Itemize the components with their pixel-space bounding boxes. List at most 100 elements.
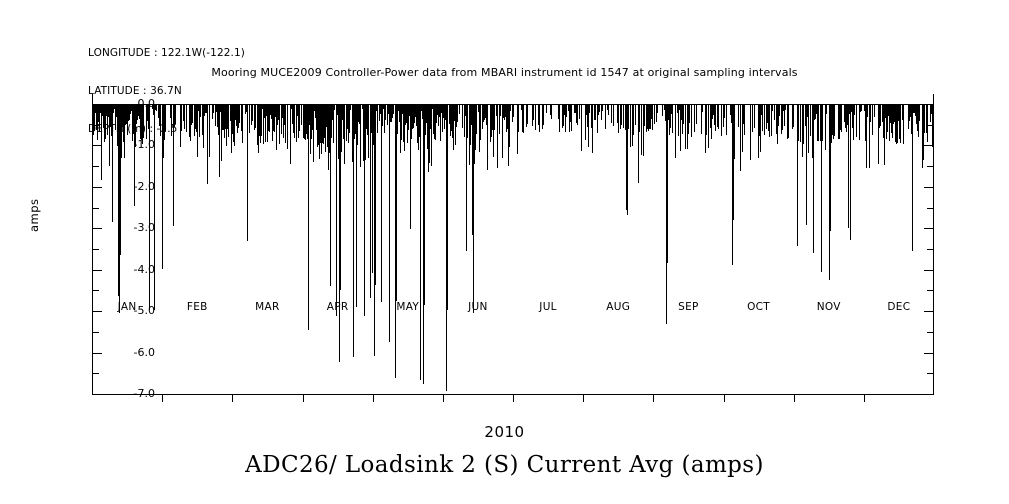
data-spike: [787, 104, 788, 139]
data-spike: [706, 104, 707, 135]
data-spike: [870, 104, 871, 122]
data-spike: [432, 104, 433, 109]
data-spike: [451, 104, 452, 131]
data-spike: [159, 104, 160, 126]
data-spike: [135, 104, 136, 147]
data-spike: [202, 104, 203, 135]
data-spike: [569, 104, 570, 132]
data-spike: [817, 104, 818, 141]
data-spike: [291, 104, 292, 109]
data-spike: [97, 104, 98, 140]
data-spike: [164, 104, 165, 140]
data-spike: [761, 104, 762, 115]
data-spike: [287, 104, 288, 149]
data-spike: [680, 104, 681, 151]
data-spike: [710, 104, 711, 128]
data-spike: [807, 104, 808, 117]
data-spike: [834, 104, 835, 136]
x-tick-label-mar: MAR: [255, 301, 280, 313]
data-spike: [377, 104, 378, 133]
data-spike: [237, 104, 238, 133]
data-spike: [867, 104, 868, 117]
data-spike: [183, 104, 184, 121]
data-spike: [242, 104, 243, 143]
data-spike: [894, 104, 895, 122]
y-tick-label: -3.0: [133, 221, 155, 234]
data-spike: [260, 104, 261, 143]
data-spike: [822, 104, 823, 141]
data-spike: [171, 104, 172, 136]
data-spike: [788, 104, 789, 138]
data-spike: [783, 104, 784, 111]
data-spike: [852, 104, 853, 128]
data-spike: [391, 104, 392, 122]
x-tick-label-feb: FEB: [186, 301, 208, 313]
data-spike: [890, 104, 891, 123]
data-spike: [626, 104, 627, 210]
y-tick-major: [924, 228, 933, 229]
data-spike: [869, 104, 870, 168]
data-spike: [375, 104, 376, 285]
data-spike: [638, 104, 639, 183]
data-spike: [793, 104, 794, 127]
data-spike: [149, 104, 150, 310]
data-spike: [688, 104, 689, 134]
data-spike: [922, 104, 923, 168]
data-spike: [218, 104, 219, 135]
data-spike: [303, 104, 304, 138]
data-spike: [713, 104, 714, 115]
data-spike: [602, 104, 603, 111]
y-tick-major: [924, 311, 933, 312]
data-spike: [913, 104, 914, 113]
x-tick: [724, 395, 725, 402]
data-spike: [911, 104, 912, 134]
data-spike: [261, 104, 262, 136]
data-spike: [101, 104, 102, 180]
data-spike: [644, 104, 645, 126]
data-spike: [353, 104, 354, 357]
data-spike: [348, 104, 349, 143]
data-spike: [108, 104, 109, 117]
data-spike: [559, 104, 560, 132]
data-spike: [643, 104, 644, 156]
data-spike: [315, 104, 316, 118]
data-spike: [910, 104, 911, 117]
data-spike: [358, 104, 359, 122]
data-spike: [566, 104, 567, 117]
x-axis-title: 2010: [484, 423, 525, 441]
data-spike: [650, 104, 651, 129]
data-spike: [278, 104, 279, 120]
y-tick-major: [924, 353, 933, 354]
data-spike: [408, 104, 409, 130]
data-spike: [723, 104, 724, 127]
data-spike: [406, 104, 407, 123]
data-spike: [195, 104, 196, 129]
data-spike: [585, 104, 586, 140]
data-spike: [466, 104, 467, 251]
data-spike: [94, 104, 95, 131]
y-tick-major: [93, 104, 102, 105]
data-spike: [888, 104, 889, 116]
data-spike: [296, 104, 297, 142]
data-spike: [267, 104, 268, 142]
x-tick: [864, 395, 865, 402]
data-spike: [892, 104, 893, 138]
data-spike: [266, 104, 267, 116]
data-spike: [393, 104, 394, 114]
data-spike: [733, 104, 734, 220]
y-tick-major: [93, 270, 102, 271]
data-spike: [632, 104, 633, 146]
data-spike: [192, 104, 193, 123]
data-spike: [574, 104, 575, 113]
data-spike: [504, 104, 505, 120]
data-spike: [589, 104, 590, 113]
data-spike: [360, 104, 361, 167]
data-spike: [744, 104, 745, 135]
data-spike: [762, 104, 763, 131]
y-tick-minor: [927, 290, 933, 291]
data-spike: [130, 104, 131, 114]
data-series-impulses: [92, 104, 934, 395]
data-spike: [679, 104, 680, 110]
data-spike: [784, 104, 785, 126]
data-spike: [742, 104, 743, 152]
